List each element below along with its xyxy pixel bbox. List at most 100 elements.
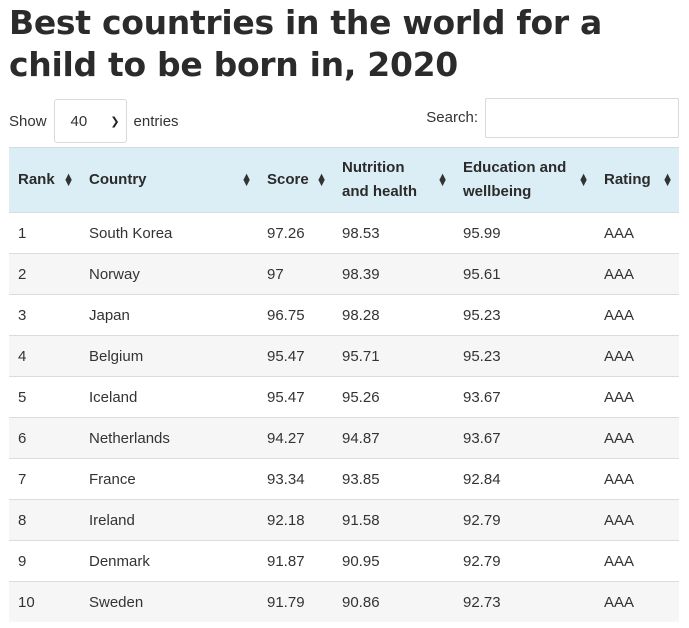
cell-score: 91.79 (258, 581, 333, 622)
table-row: 3 Japan 96.75 98.28 95.23 AAA (9, 294, 679, 336)
cell-score: 97 (258, 253, 333, 295)
countries-table: Rank ▲ ▼ Country ▲ ▼ Score ▲ ▼ Nutrition and heal… (9, 147, 679, 622)
cell-country: Japan (80, 294, 258, 336)
cell-rating: AAA (595, 376, 679, 418)
table-row: 6 Netherlands 94.27 94.87 93.67 AAA (9, 417, 679, 459)
cell-country: Netherlands (80, 417, 258, 459)
cell-education-wellbeing: 95.23 (454, 294, 595, 336)
cell-rating: AAA (595, 294, 679, 336)
cell-nutrition-health: 94.87 (333, 417, 454, 459)
show-label: Show (9, 112, 47, 130)
table-row: 8 Ireland 92.18 91.58 92.79 AAA (9, 499, 679, 541)
table-row: 4 Belgium 95.47 95.71 95.23 AAA (9, 335, 679, 377)
sort-updown-icon[interactable]: ▲ ▼ (662, 170, 673, 189)
cell-education-wellbeing: 92.84 (454, 458, 595, 500)
cell-rank: 7 (9, 458, 80, 500)
column-header-label: Rating (604, 171, 651, 188)
cell-education-wellbeing: 92.79 (454, 540, 595, 582)
cell-rating: AAA (595, 499, 679, 541)
column-header-label: Rank (18, 171, 55, 188)
search-input[interactable] (485, 98, 679, 138)
sort-updown-icon[interactable]: ▲ ▼ (578, 170, 589, 189)
cell-education-wellbeing: 95.99 (454, 212, 595, 254)
table-row: 7 France 93.34 93.85 92.84 AAA (9, 458, 679, 500)
cell-country: Denmark (80, 540, 258, 582)
cell-nutrition-health: 90.95 (333, 540, 454, 582)
cell-rating: AAA (595, 417, 679, 459)
cell-nutrition-health: 93.85 (333, 458, 454, 500)
cell-score: 95.47 (258, 335, 333, 377)
cell-nutrition-health: 90.86 (333, 581, 454, 622)
cell-rating: AAA (595, 253, 679, 295)
table-controls: Show 40 ❯ entries Search: (9, 98, 679, 144)
table-row: 1 South Korea 97.26 98.53 95.99 AAA (9, 212, 679, 254)
search-label: Search: (426, 109, 478, 126)
cell-rank: 5 (9, 376, 80, 418)
table-row: 10 Sweden 91.79 90.86 92.73 AAA (9, 581, 679, 622)
cell-nutrition-health: 98.28 (333, 294, 454, 336)
table-header-row: Rank ▲ ▼ Country ▲ ▼ Score ▲ ▼ Nutrition and heal… (9, 147, 679, 213)
chevron-down-icon: ❯ (110, 115, 120, 128)
cell-rating: AAA (595, 335, 679, 377)
cell-country: Iceland (80, 376, 258, 418)
sort-updown-icon[interactable]: ▲ ▼ (63, 170, 74, 189)
sort-updown-icon[interactable]: ▲ ▼ (316, 170, 327, 189)
cell-country: South Korea (80, 212, 258, 254)
cell-education-wellbeing: 95.61 (454, 253, 595, 295)
cell-nutrition-health: 91.58 (333, 499, 454, 541)
cell-score: 93.34 (258, 458, 333, 500)
cell-rating: AAA (595, 458, 679, 500)
cell-education-wellbeing: 95.23 (454, 335, 595, 377)
cell-rank: 2 (9, 253, 80, 295)
cell-rank: 4 (9, 335, 80, 377)
entries-select-value: 40 (70, 112, 88, 130)
cell-education-wellbeing: 92.73 (454, 581, 595, 622)
cell-rating: AAA (595, 540, 679, 582)
cell-education-wellbeing: 93.67 (454, 417, 595, 459)
cell-rank: 9 (9, 540, 80, 582)
column-header-label: Country (89, 171, 147, 188)
cell-rating: AAA (595, 581, 679, 622)
cell-score: 91.87 (258, 540, 333, 582)
column-header-education-wellbeing[interactable]: Education and wellbeing ▲ ▼ (454, 147, 595, 213)
cell-country: Ireland (80, 499, 258, 541)
cell-education-wellbeing: 92.79 (454, 499, 595, 541)
cell-nutrition-health: 98.39 (333, 253, 454, 295)
entries-label: entries (133, 112, 179, 130)
sort-updown-icon[interactable]: ▲ ▼ (241, 170, 252, 189)
cell-nutrition-health: 95.71 (333, 335, 454, 377)
table-body: 1 South Korea 97.26 98.53 95.99 AAA 2 Norway 97 9… (9, 212, 679, 622)
column-header-label: Score (267, 171, 309, 188)
cell-country: Sweden (80, 581, 258, 622)
column-header-rank[interactable]: Rank ▲ ▼ (9, 147, 80, 213)
cell-nutrition-health: 98.53 (333, 212, 454, 254)
cell-score: 97.26 (258, 212, 333, 254)
cell-country: France (80, 458, 258, 500)
column-header-nutrition-health[interactable]: Nutrition and health ▲ ▼ (333, 147, 454, 213)
column-header-rating[interactable]: Rating ▲ ▼ (595, 147, 679, 213)
entries-select[interactable]: 40 ❯ (53, 99, 127, 143)
column-header-label: Nutrition and health (342, 159, 418, 200)
sort-updown-icon[interactable]: ▲ ▼ (437, 170, 448, 189)
cell-education-wellbeing: 93.67 (454, 376, 595, 418)
search-control: Search: (426, 98, 679, 138)
cell-score: 95.47 (258, 376, 333, 418)
cell-rank: 10 (9, 581, 80, 622)
cell-rating: AAA (595, 212, 679, 254)
table-row: 5 Iceland 95.47 95.26 93.67 AAA (9, 376, 679, 418)
table-row: 9 Denmark 91.87 90.95 92.79 AAA (9, 540, 679, 582)
cell-rank: 8 (9, 499, 80, 541)
page-title: Best countries in the world for a child … (9, 3, 602, 84)
cell-rank: 6 (9, 417, 80, 459)
column-header-score[interactable]: Score ▲ ▼ (258, 147, 333, 213)
entries-length-control: Show 40 ❯ entries (9, 98, 179, 144)
cell-score: 94.27 (258, 417, 333, 459)
cell-nutrition-health: 95.26 (333, 376, 454, 418)
cell-score: 96.75 (258, 294, 333, 336)
cell-score: 92.18 (258, 499, 333, 541)
cell-country: Belgium (80, 335, 258, 377)
cell-rank: 1 (9, 212, 80, 254)
cell-country: Norway (80, 253, 258, 295)
cell-rank: 3 (9, 294, 80, 336)
column-header-country[interactable]: Country ▲ ▼ (80, 147, 258, 213)
